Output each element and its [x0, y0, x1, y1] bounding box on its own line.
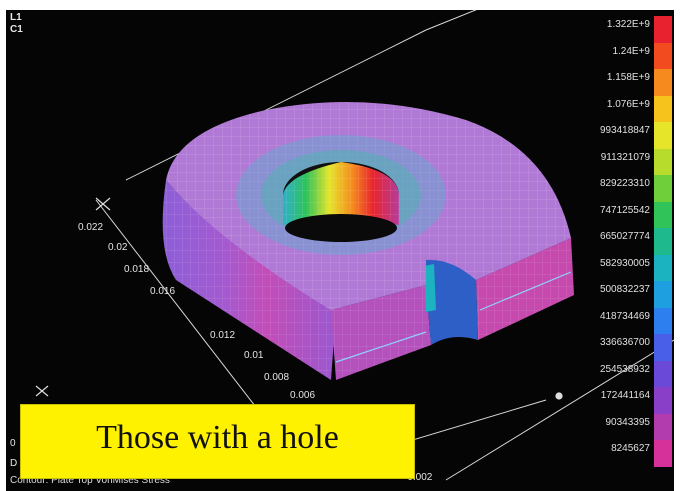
- part-outer-wall: [162, 180, 574, 380]
- legend-swatch: [654, 360, 672, 387]
- axis-tick: 0.022: [78, 222, 104, 233]
- legend-entry: 1.158E+9: [594, 69, 672, 96]
- legend-label: 829223310: [599, 178, 650, 189]
- legend-entry: 8245627: [594, 440, 672, 467]
- legend-label: 418734469: [599, 310, 650, 322]
- legend-label: 665027774: [599, 231, 650, 242]
- legend-entry: 911321079: [594, 148, 672, 175]
- legend-swatch: [654, 281, 672, 308]
- view-markers: [35, 197, 563, 400]
- legend-swatch: [654, 95, 672, 122]
- legend-swatch: [654, 254, 672, 281]
- legend-entry: 254538932: [594, 360, 672, 387]
- axis-tick: 0.008: [264, 372, 290, 383]
- legend-entry: 418734469: [594, 307, 672, 334]
- legend-swatch: [654, 122, 672, 149]
- legend-swatch: [654, 334, 672, 361]
- legend-entry: 665027774: [594, 228, 672, 255]
- axis-tick: 0.006: [290, 390, 316, 401]
- legend-swatch: [654, 201, 672, 228]
- legend-label: 254538932: [599, 363, 650, 375]
- legend-swatch: [654, 16, 672, 43]
- legend-entry: 1.24E+9: [594, 42, 672, 69]
- legend-swatch: [654, 387, 672, 414]
- legend-entry: 336636700: [594, 334, 672, 361]
- legend-label: 172441164: [600, 390, 650, 401]
- fea-scene: [35, 10, 674, 481]
- constraint-markers: [335, 271, 572, 363]
- legend-entry: 500832237: [594, 281, 672, 308]
- legend-label: 1.322E+9: [606, 19, 650, 30]
- legend-label: 1.158E+9: [606, 72, 650, 83]
- caption-text: Those with a hole: [96, 419, 339, 456]
- legend-entry: 1.322E+9: [594, 16, 672, 43]
- axis-tick: 0.018: [124, 264, 150, 275]
- legend-swatch: [654, 413, 672, 440]
- layer-labels: L1 C1: [10, 12, 23, 36]
- fea-viewport[interactable]: L1 C1 0.022 0.02 0.018 0.016 0.012 0.01 …: [6, 10, 674, 491]
- caption-banner: Those with a hole: [20, 404, 415, 479]
- legend-entry: 1.076E+9: [594, 95, 672, 122]
- case-label: C1: [10, 24, 23, 35]
- side-letter: 0: [10, 438, 16, 449]
- legend-swatch: [654, 69, 672, 96]
- part-hole: [283, 162, 399, 242]
- legend-label: 582930005: [599, 257, 650, 269]
- legend-label: 500832237: [599, 284, 650, 295]
- legend-entry: 90343395: [594, 413, 672, 440]
- axis-tick-bottom: -0.002: [404, 472, 433, 483]
- legend-label: 747125542: [599, 204, 650, 216]
- stress-legend: 1.322E+9 1.24E+9 1.158E+9 1.076E+9 993418847…: [594, 16, 672, 486]
- legend-swatch: [654, 440, 672, 467]
- contour-caption: Contour: Plate Top VonMises Stress: [10, 475, 170, 486]
- legend-swatch: [654, 42, 672, 69]
- legend-label: 1.076E+9: [606, 98, 650, 110]
- legend-entry: 582930005: [594, 254, 672, 281]
- legend-swatch: [654, 175, 672, 202]
- legend-label: 8245627: [611, 443, 650, 454]
- legend-label: 993418847: [599, 125, 650, 136]
- axis-tick: 0.02: [108, 242, 128, 253]
- legend-entry: 829223310: [594, 175, 672, 202]
- axis-tick: 0.016: [150, 286, 176, 297]
- layer-label: L1: [10, 12, 22, 23]
- legend-swatch: [654, 148, 672, 175]
- legend-label: 90343395: [605, 416, 651, 428]
- axis-tick: 0.012: [210, 330, 236, 341]
- legend-label: 911321079: [600, 151, 650, 163]
- legend-entry: 747125542: [594, 201, 672, 228]
- legend-entry: 993418847: [594, 122, 672, 149]
- legend-label: 336636700: [599, 337, 650, 348]
- side-letter: D: [10, 458, 18, 469]
- axis-tick: 0.01: [244, 350, 264, 361]
- legend-label: 1.24E+9: [612, 45, 650, 57]
- legend-entry: 172441164: [594, 387, 672, 414]
- legend-swatch: [654, 307, 672, 334]
- legend-swatch: [654, 228, 672, 255]
